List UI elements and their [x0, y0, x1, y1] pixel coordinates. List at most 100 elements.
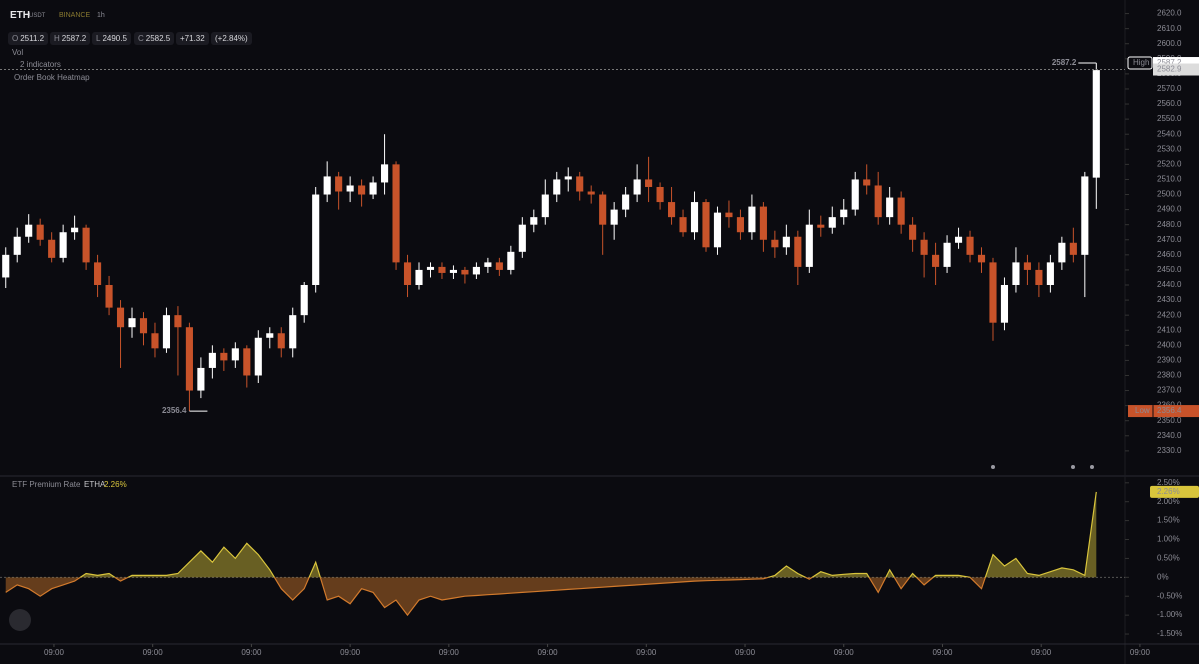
- candle-body: [782, 236, 790, 248]
- candle-body: [139, 318, 148, 334]
- value: 2582.5: [145, 34, 171, 43]
- y-tick-label: 2470.0: [1157, 235, 1182, 244]
- interval: 1h: [97, 12, 105, 19]
- candle-body: [564, 176, 572, 180]
- candle-body: [645, 179, 653, 187]
- candle-body: [713, 212, 722, 248]
- candle-body: [300, 285, 308, 316]
- label: O: [12, 34, 19, 43]
- candle-body: [231, 348, 239, 361]
- candle-body: [920, 239, 928, 255]
- candle-body: [507, 251, 515, 270]
- candle-body: [254, 337, 262, 376]
- candle-body: [622, 194, 630, 210]
- candle-body: [599, 194, 607, 225]
- y-tick-label: 2430.0: [1157, 295, 1182, 304]
- candle-body: [94, 262, 102, 285]
- x-tick-label: 09:00: [439, 648, 460, 657]
- candle-body: [128, 318, 136, 328]
- low-tag-bg: [1128, 405, 1199, 418]
- ohlc-open: O 2511.2: [8, 32, 49, 45]
- y-tick-label: 2550.0: [1157, 114, 1182, 123]
- y-tick-label: 2600.0: [1157, 39, 1182, 48]
- candle-body: [403, 262, 412, 285]
- candle-body: [954, 236, 963, 243]
- candle-body: [840, 209, 848, 218]
- y-tick-label: 2510.0: [1157, 175, 1182, 184]
- x-tick-label: 09:00: [44, 648, 65, 657]
- value: 2490.5: [102, 34, 127, 43]
- candle-body: [748, 206, 756, 233]
- candle-body: [266, 333, 274, 338]
- line-positive: [79, 491, 1097, 578]
- candle-body: [656, 186, 664, 203]
- indicators[interactable]: 2 indicators: [20, 60, 61, 69]
- x-tick-label: 09:00: [538, 648, 559, 657]
- candle-body: [449, 269, 458, 273]
- vol: Vol: [12, 48, 24, 57]
- candle-body: [59, 232, 67, 258]
- candle-body: [369, 182, 377, 195]
- y-tick-label: 2570.0: [1157, 84, 1182, 93]
- current-tag-bg: [1150, 485, 1199, 498]
- candle-body: [105, 285, 113, 308]
- candle-body: [151, 333, 159, 349]
- label: L: [96, 34, 101, 43]
- quote: USDT: [29, 13, 46, 19]
- candle-body: [553, 179, 561, 195]
- series-current: 2.26%: [104, 480, 127, 489]
- y-tick-label: 2560.0: [1157, 99, 1182, 108]
- candle-body: [71, 227, 79, 233]
- x-tick-label: 09:00: [143, 648, 164, 657]
- x-tick-label: 09:00: [1031, 648, 1052, 657]
- last-price-tag: 2582.9: [1157, 65, 1182, 74]
- y-tick-label: 2540.0: [1157, 129, 1182, 138]
- candle-body: [495, 262, 503, 270]
- y-tick-label: 0.50%: [1157, 554, 1180, 563]
- y-tick-label: 2.00%: [1157, 497, 1180, 506]
- candle-body: [587, 191, 595, 195]
- candle-body: [36, 224, 44, 240]
- candle-body: [162, 315, 171, 349]
- candle-body: [989, 262, 997, 323]
- candle-body: [943, 242, 951, 267]
- change: +71.32: [176, 32, 209, 45]
- y-tick-label: -1.50%: [1157, 629, 1182, 638]
- candle-body: [426, 266, 435, 270]
- heatmap[interactable]: Order Book Heatmap: [14, 73, 90, 82]
- candle-body: [358, 185, 366, 195]
- label: H: [54, 34, 60, 43]
- last-price-tag-bg: [1153, 63, 1199, 76]
- x-tick-label: 09:00: [834, 648, 855, 657]
- candle-body: [851, 179, 859, 210]
- ohlc-high: H 2587.2: [50, 32, 91, 45]
- candle-body: [461, 269, 469, 275]
- candle-body: [312, 194, 320, 285]
- y-tick-label: 2410.0: [1157, 325, 1182, 334]
- candle-body: [2, 254, 10, 278]
- y-tick-label: 2460.0: [1157, 250, 1182, 259]
- low-annotation: 2356.4: [162, 406, 187, 415]
- candle-body: [346, 185, 354, 192]
- candle-body: [381, 164, 389, 183]
- value: 2511.2: [20, 34, 45, 43]
- premium-title: ETF Premium Rate: [12, 480, 81, 489]
- candle-body: [174, 315, 182, 328]
- candle-body: [25, 224, 33, 237]
- logo[interactable]: [9, 609, 31, 631]
- candle-body: [1035, 269, 1043, 285]
- change-pct: (+2.84%): [211, 32, 252, 45]
- candle-body: [48, 239, 56, 258]
- y-tick-label: 2440.0: [1157, 280, 1182, 289]
- candle-body: [277, 333, 285, 349]
- x-tick-label: 09:00: [241, 648, 262, 657]
- candle-body: [771, 239, 779, 248]
- area-negative: [5, 577, 986, 616]
- candle-body: [1081, 176, 1089, 255]
- y-tick-label: 2450.0: [1157, 265, 1182, 274]
- low-tag-label: Low: [1135, 406, 1150, 415]
- candle-body: [759, 206, 767, 240]
- candle-body: [679, 217, 687, 233]
- y-tick-label: 2480.0: [1157, 220, 1182, 229]
